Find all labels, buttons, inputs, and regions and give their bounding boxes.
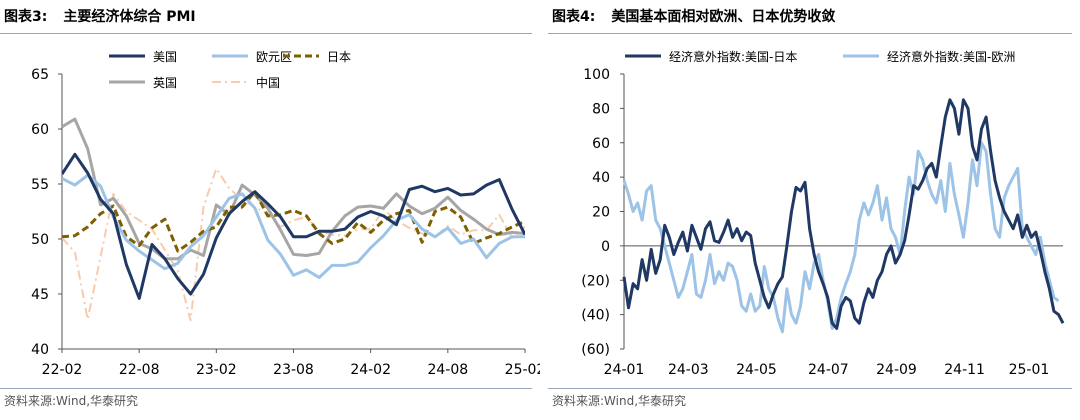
source-divider — [0, 388, 532, 389]
legend-label: 美国 — [153, 50, 177, 64]
series-line — [622, 98, 1065, 330]
title-divider — [548, 33, 1072, 34]
pmi-line-chart: 40 45 50 55 60 65 22-02 22-08 23-02 23-08 24-02 24-… — [31, 50, 540, 378]
legend-label: 英国 — [153, 76, 177, 90]
chart-title-text: 主要经济体综合 PMI — [63, 9, 196, 25]
legend-label: 经济意外指数:美国-日本 — [669, 49, 797, 64]
y-tick-label: 45 — [31, 287, 49, 303]
source-note: 资料来源:Wind,华泰研究 — [552, 394, 687, 408]
y-tick-label: 40 — [31, 342, 49, 358]
series-line — [622, 141, 1060, 334]
series-line-美国 — [62, 152, 525, 300]
y-tick-label: 65 — [31, 67, 49, 83]
x-tick-label: 24-03 — [668, 362, 709, 378]
y-tick-label: (60) — [581, 342, 610, 358]
x-tick-label: 24-05 — [736, 362, 777, 378]
surprise-index-line-chart: 100 80 60 40 20 0 (20) (40) (60) 24-01 24-03 24-05 2… — [581, 49, 1065, 378]
x-tick-label: 24-07 — [808, 362, 849, 378]
legend-label: 经济意外指数:美国-欧洲 — [887, 49, 1015, 64]
source-divider — [548, 388, 1072, 389]
legend-label: 日本 — [327, 50, 351, 64]
y-tick-label: 60 — [592, 136, 610, 152]
x-tick-label: 25-02 — [505, 362, 540, 378]
series-line-中国 — [62, 167, 525, 322]
x-tick-label: 24-02 — [350, 362, 391, 378]
x-tick-label: 22-08 — [119, 362, 160, 378]
y-tick-label: 80 — [592, 101, 610, 117]
title-divider — [0, 33, 532, 34]
legend-label: 欧元区 — [256, 50, 292, 64]
x-tick-label: 22-02 — [42, 362, 83, 378]
chart-number: 图表4: — [552, 9, 596, 25]
x-tick-label: 23-02 — [196, 362, 237, 378]
series-line-日本 — [62, 190, 525, 253]
chart-panel-surprise-index: 图表4: 美国基本面相对欧洲、日本优势收敛 100 80 60 40 20 0 (20) (40… — [548, 0, 1080, 420]
chart-title-text: 美国基本面相对欧洲、日本优势收敛 — [611, 9, 836, 25]
chart-title: 图表3: 主要经济体综合 PMI — [4, 6, 196, 26]
x-tick-label: 24-08 — [427, 362, 468, 378]
legend-label: 中国 — [256, 75, 280, 90]
x-tick-label: 23-08 — [273, 362, 314, 378]
y-tick-label: (20) — [581, 273, 610, 289]
x-tick-label: 25-01 — [1009, 362, 1050, 378]
y-tick-label: 55 — [31, 177, 49, 193]
chart-panel-composite-pmi: 图表3: 主要经济体综合 PMI 40 45 50 55 60 65 22-02 22-08 23… — [0, 6, 540, 408]
source-note: 资料来源:Wind,华泰研究 — [4, 394, 139, 408]
y-tick-label: 20 — [592, 205, 610, 221]
series-line-欧元区 — [62, 173, 525, 279]
x-tick-label: 24-11 — [944, 362, 985, 378]
y-tick-label: 0 — [601, 239, 610, 255]
y-tick-label: 40 — [592, 170, 610, 186]
chart-title: 图表4: 美国基本面相对欧洲、日本优势收敛 — [552, 6, 835, 26]
chart-number: 图表3: — [4, 9, 48, 25]
y-tick-label: (40) — [581, 308, 610, 324]
y-tick-label: 50 — [31, 232, 49, 248]
y-tick-label: 100 — [583, 67, 610, 83]
x-tick-label: 24-01 — [604, 362, 645, 378]
x-tick-label: 24-09 — [876, 362, 917, 378]
y-tick-label: 60 — [31, 122, 49, 138]
